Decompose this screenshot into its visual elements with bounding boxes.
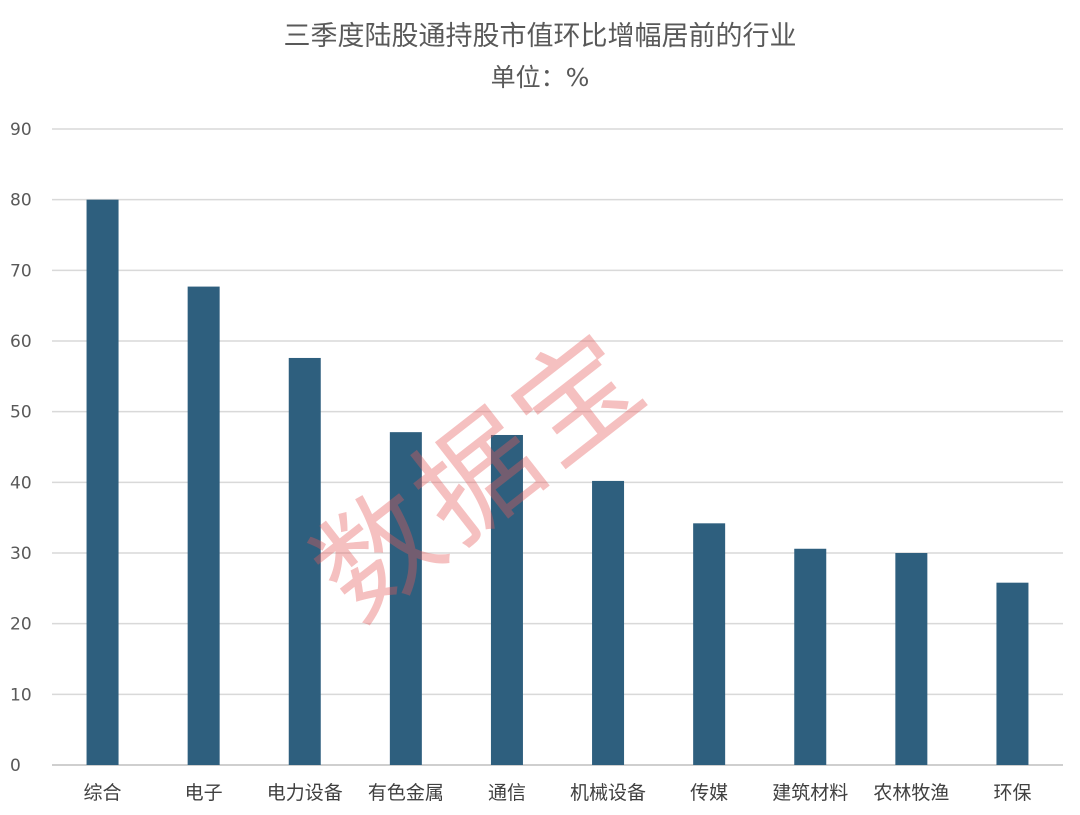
bar-有色金属	[389, 432, 422, 765]
y-tick-label: 30	[10, 544, 32, 564]
x-tick-label: 有色金属	[368, 782, 444, 804]
x-tick-label: 综合	[84, 782, 122, 804]
y-tick-label: 60	[10, 332, 32, 352]
x-tick-label: 建筑材料	[772, 782, 848, 804]
x-tick-label: 电力设备	[267, 782, 343, 804]
y-tick-label: 40	[10, 473, 32, 493]
y-tick-label: 10	[10, 685, 32, 705]
bar-机械设备	[592, 480, 625, 765]
y-tick-label: 70	[10, 261, 32, 281]
x-tick-label: 环保	[993, 782, 1031, 804]
y-tick-label: 50	[10, 403, 32, 423]
bar-综合	[86, 199, 119, 765]
y-tick-label: 20	[10, 615, 32, 635]
bar-建筑材料	[794, 548, 827, 765]
bar-传媒	[693, 523, 726, 765]
y-tick-label: 0	[10, 756, 21, 776]
bar-电子	[187, 286, 220, 765]
x-tick-label: 通信	[488, 782, 526, 804]
bar-电力设备	[288, 357, 321, 765]
x-tick-label: 传媒	[690, 782, 728, 804]
chart-title: 三季度陆股通持股市值环比增幅居前的行业	[283, 21, 797, 52]
x-tick-label: 农林牧渔	[873, 782, 949, 804]
x-tick-label: 电子	[185, 782, 223, 804]
y-tick-label: 80	[10, 191, 32, 211]
y-tick-label: 90	[10, 120, 32, 140]
bar-农林牧渔	[895, 553, 928, 765]
bar-环保	[996, 582, 1029, 765]
x-tick-label: 机械设备	[570, 782, 646, 804]
bar-通信	[490, 434, 523, 765]
chart-subtitle: 单位：%	[490, 63, 590, 92]
